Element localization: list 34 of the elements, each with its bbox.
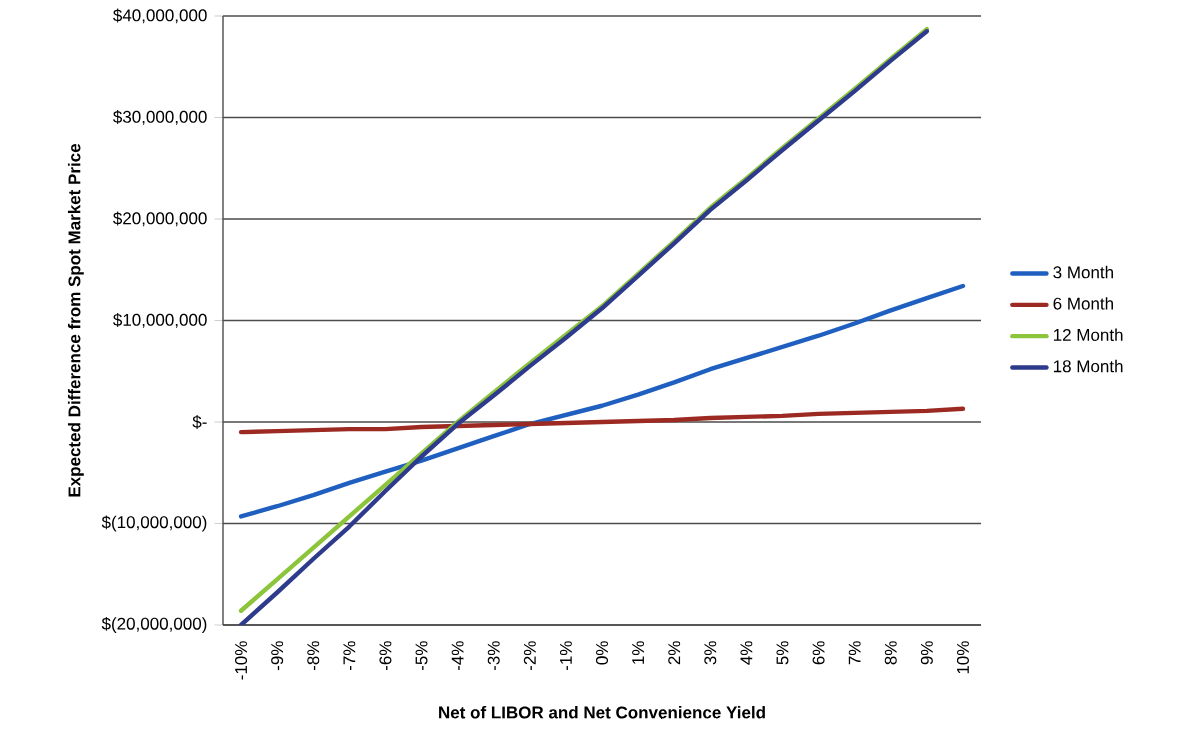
x-tick-label: 9% bbox=[920, 641, 933, 665]
x-tick-label: -9% bbox=[271, 641, 284, 671]
x-tick-label: 5% bbox=[776, 641, 789, 665]
x-tick-label: 10% bbox=[956, 641, 969, 674]
x-axis-title: Net of LIBOR and Net Convenience Yield bbox=[439, 705, 765, 719]
y-axis-title: Expected Difference from Spot Market Price bbox=[67, 143, 84, 497]
legend-label: 18 Month bbox=[1053, 359, 1123, 373]
x-tick-label: 6% bbox=[812, 641, 825, 665]
y-tick-label: $20,000,000 bbox=[113, 211, 207, 227]
x-tick-label: 3% bbox=[704, 641, 717, 665]
x-tick-label: -2% bbox=[523, 641, 536, 671]
y-tick-label: $- bbox=[192, 415, 207, 429]
y-tick-label: $30,000,000 bbox=[113, 110, 207, 125]
x-tick-label: -5% bbox=[415, 641, 428, 671]
x-tick-label: 2% bbox=[668, 641, 681, 665]
x-tick-label: -10% bbox=[235, 641, 248, 680]
x-tick-label: 0% bbox=[596, 641, 609, 665]
x-tick-label: 1% bbox=[632, 641, 645, 664]
legend-label: 3 Month bbox=[1053, 265, 1113, 279]
x-tick-label: -6% bbox=[379, 641, 392, 671]
x-tick-label: -3% bbox=[487, 641, 500, 671]
x-tick-label: -4% bbox=[451, 641, 464, 671]
x-tick-label: -7% bbox=[343, 641, 356, 671]
x-tick-label: 7% bbox=[848, 641, 861, 665]
x-tick-label: -8% bbox=[307, 641, 320, 671]
y-tick-label: $40,000,000 bbox=[113, 8, 207, 24]
x-tick-label: 8% bbox=[884, 641, 897, 665]
y-tick-label: $(20,000,000) bbox=[101, 616, 207, 634]
legend-label: 12 Month bbox=[1053, 328, 1123, 341]
y-tick-label: $(10,000,000) bbox=[101, 515, 207, 532]
x-tick-label: 4% bbox=[740, 641, 753, 665]
x-tick-label: -1% bbox=[559, 641, 572, 671]
y-tick-label: $10,000,000 bbox=[113, 313, 207, 328]
legend-label: 6 Month bbox=[1053, 297, 1113, 310]
